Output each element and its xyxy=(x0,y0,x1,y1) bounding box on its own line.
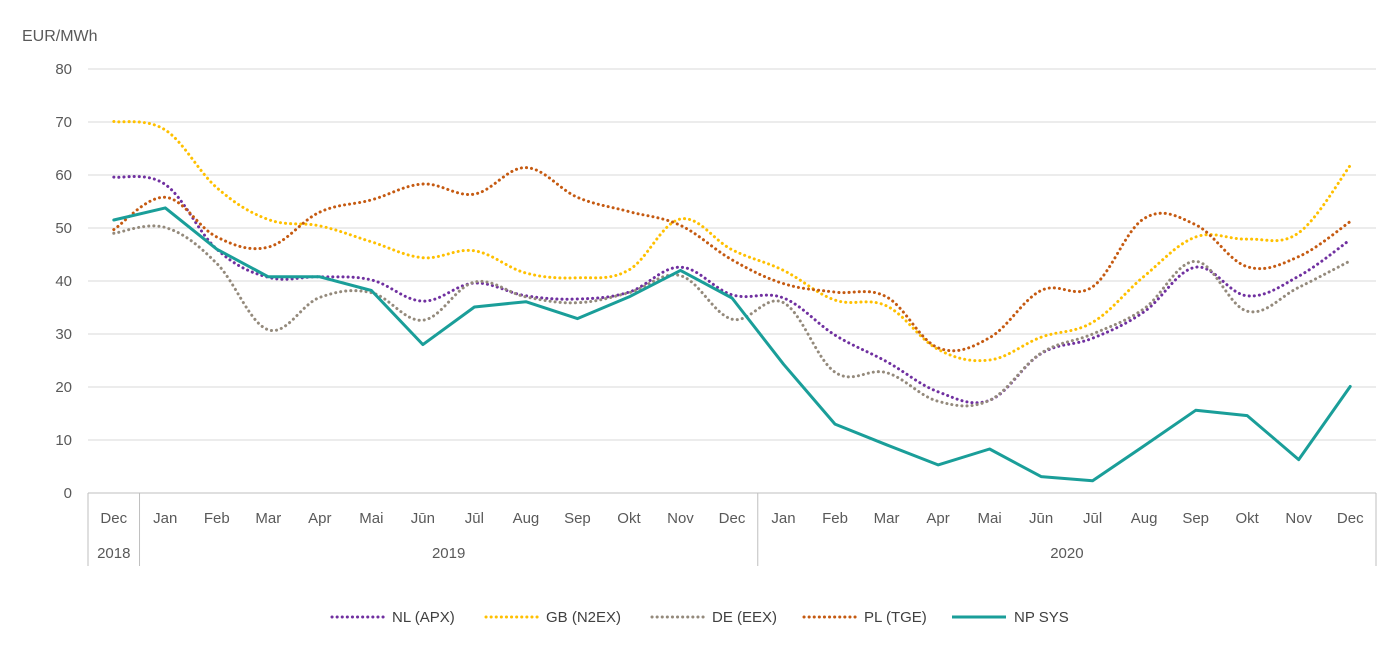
year-label: 2020 xyxy=(1050,545,1083,562)
x-tick-label: Dec xyxy=(1337,510,1364,527)
y-tick-label: 50 xyxy=(55,220,72,237)
series-line xyxy=(112,206,1352,483)
x-tick-label: Mar xyxy=(255,510,281,527)
legend-label: GB (N2EX) xyxy=(546,609,621,626)
x-tick-label: Mai xyxy=(359,510,383,527)
series-line xyxy=(112,224,1352,408)
year-label: 2018 xyxy=(97,545,130,562)
x-tick-label: Jūl xyxy=(465,510,484,527)
x-tick-label: Okt xyxy=(617,510,641,527)
series-lines xyxy=(112,120,1352,483)
x-tick-label: Sep xyxy=(1182,510,1209,527)
legend-label: NP SYS xyxy=(1014,609,1069,626)
y-tick-label: 30 xyxy=(55,326,72,343)
y-tick-label: 60 xyxy=(55,167,72,184)
x-tick-label: Sep xyxy=(564,510,591,527)
x-tick-label: Nov xyxy=(1285,510,1312,527)
x-tick-label: Okt xyxy=(1236,510,1260,527)
y-tick-label: 0 xyxy=(64,485,72,502)
x-tick-label: Aug xyxy=(1131,510,1158,527)
series-line xyxy=(112,174,1352,405)
x-axis: Dec Jan Feb Mar Apr Mai Jūn Jūl Aug Sep Okt Nov Dec J… xyxy=(87,493,1377,566)
y-tick-label: 80 xyxy=(55,61,72,78)
gridlines xyxy=(88,68,1376,494)
series-line xyxy=(112,166,1352,353)
legend-label: NL (APX) xyxy=(392,609,455,626)
x-tick-label: Apr xyxy=(926,510,949,527)
x-tick-label: Apr xyxy=(308,510,331,527)
x-tick-label: Jan xyxy=(771,510,795,527)
x-tick-label: Jūn xyxy=(411,510,435,527)
y-tick-label: 40 xyxy=(55,273,72,290)
legend-label: PL (TGE) xyxy=(864,609,927,626)
x-tick-label: Jūn xyxy=(1029,510,1053,527)
y-tick-label: 10 xyxy=(55,432,72,449)
y-tick-label: 20 xyxy=(55,379,72,396)
x-tick-label: Feb xyxy=(822,510,848,527)
series-line xyxy=(112,120,1352,363)
x-tick-label: Aug xyxy=(513,510,540,527)
x-tick-label: Jan xyxy=(153,510,177,527)
legend-label: DE (EEX) xyxy=(712,609,777,626)
x-tick-label: Jūl xyxy=(1083,510,1102,527)
x-tick-label: Mar xyxy=(874,510,900,527)
legend: NL (APX) GB (N2EX) DE (EEX) PL (TGE) NP SYS xyxy=(330,609,1069,626)
y-axis-unit-label: EUR/MWh xyxy=(22,28,98,45)
y-axis: 0 10 20 30 40 50 60 70 80 xyxy=(55,61,72,502)
x-tick-label: Dec xyxy=(100,510,127,527)
x-tick-label: Nov xyxy=(667,510,694,527)
year-label: 2019 xyxy=(432,545,465,562)
y-tick-label: 70 xyxy=(55,114,72,131)
x-tick-label: Mai xyxy=(978,510,1002,527)
x-tick-label: Feb xyxy=(204,510,230,527)
x-tick-label: Dec xyxy=(719,510,746,527)
